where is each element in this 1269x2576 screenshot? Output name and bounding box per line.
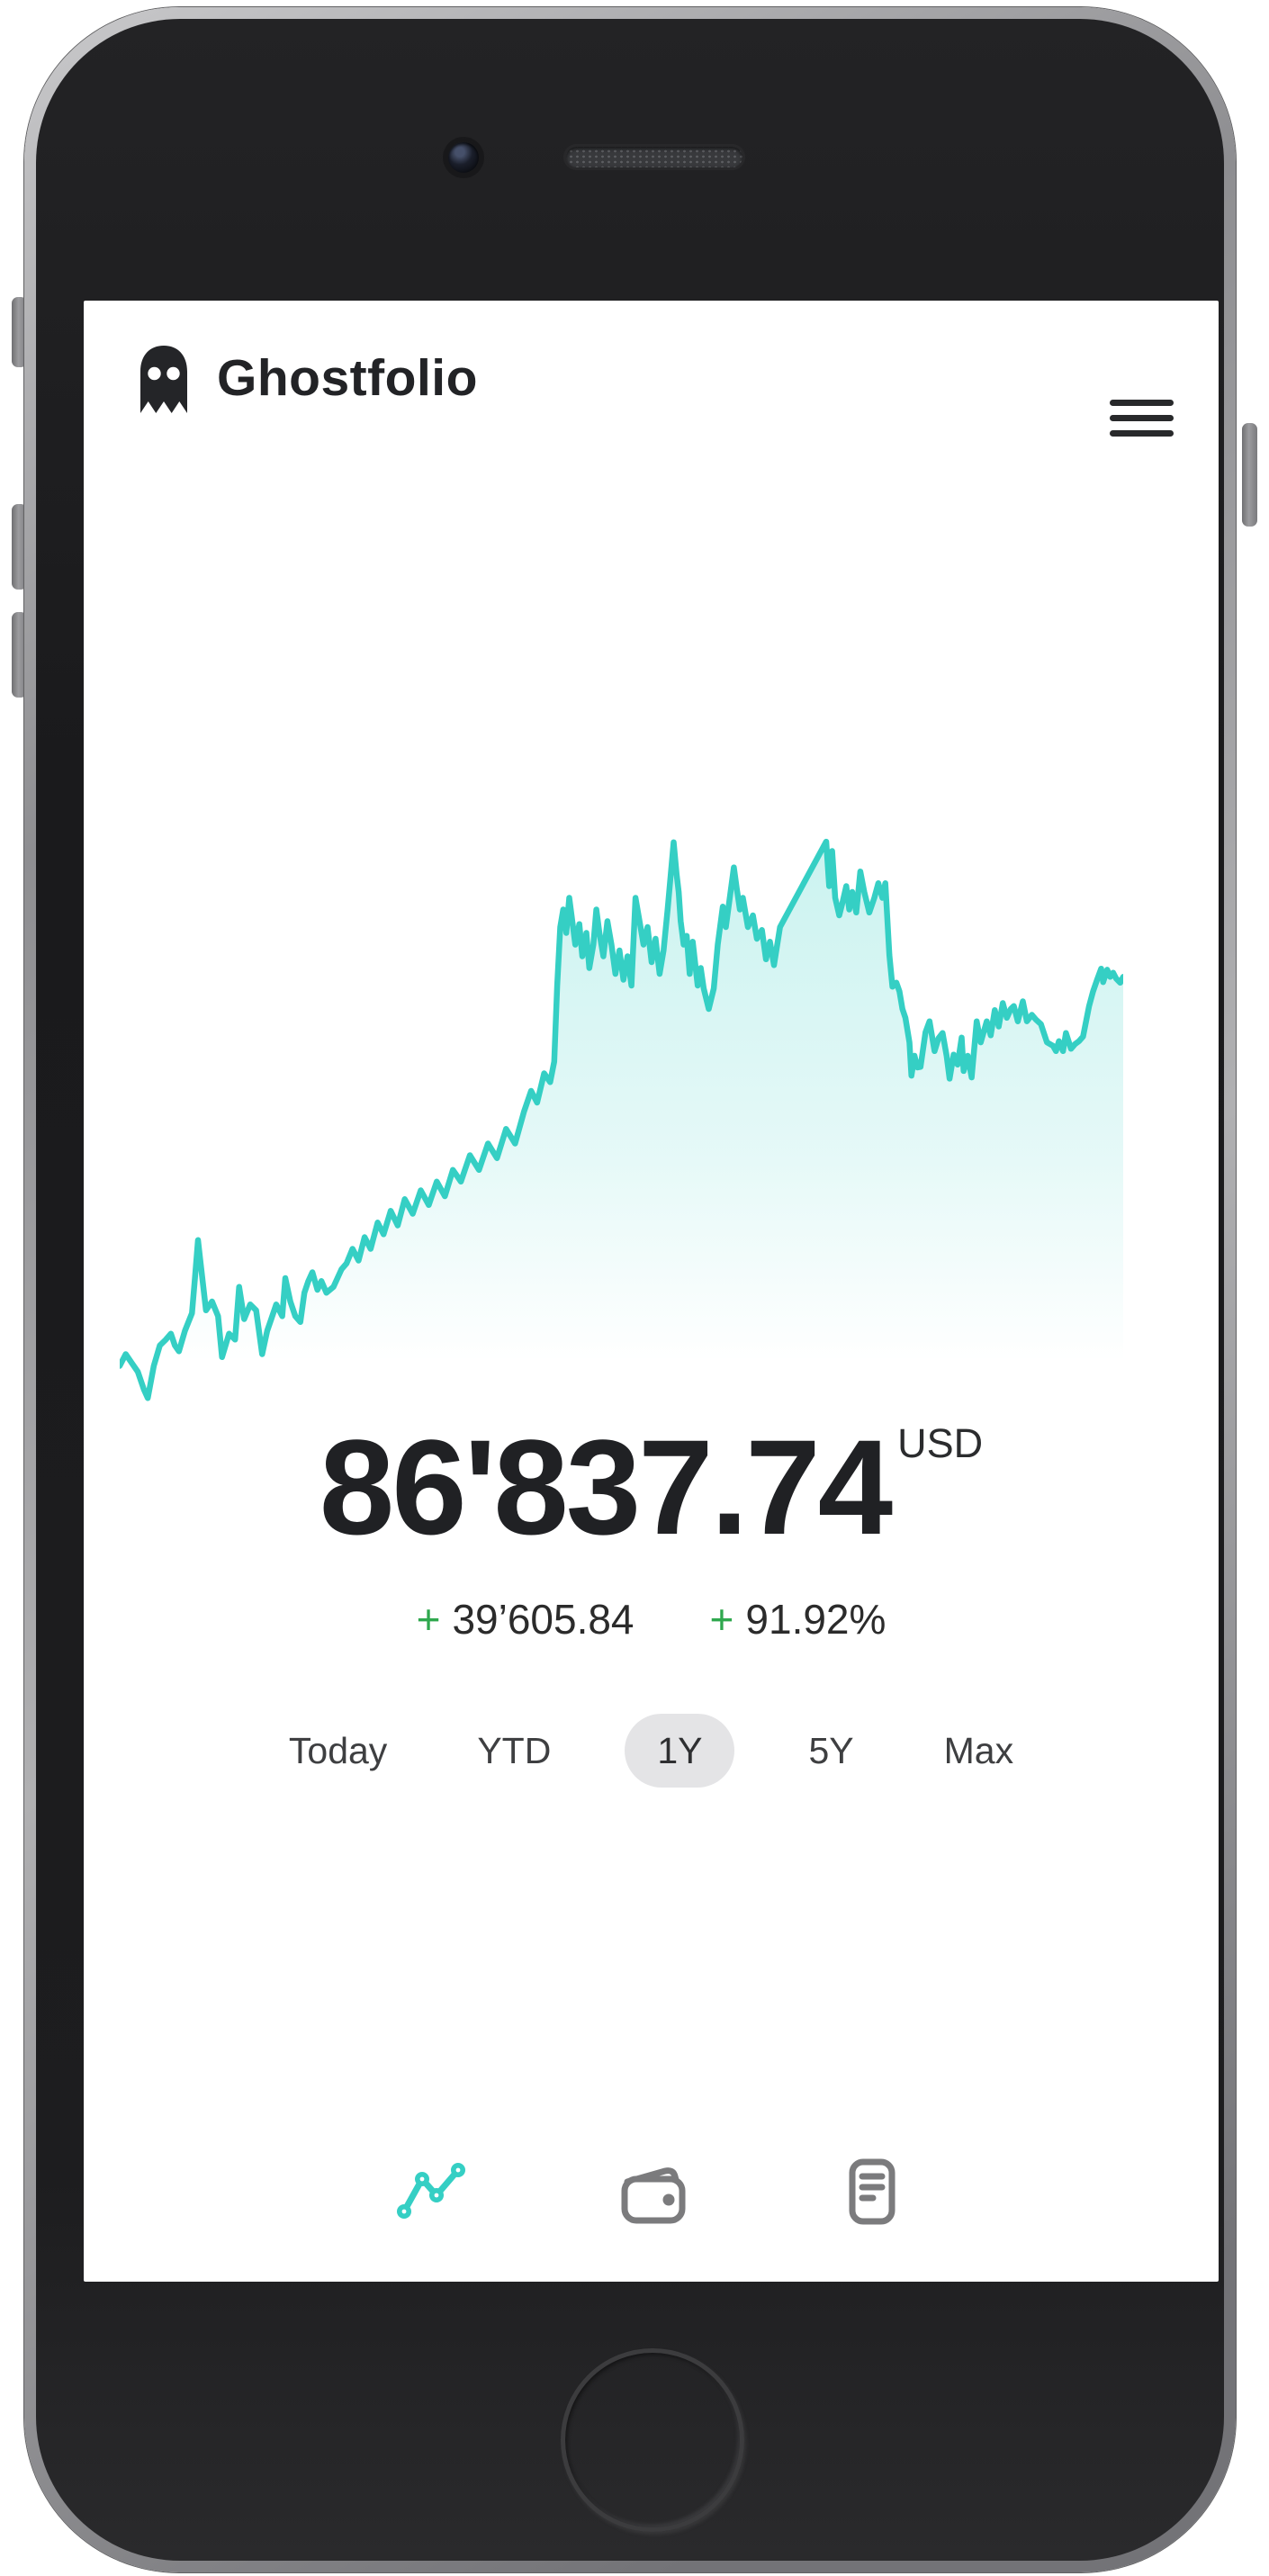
plus-sign: + bbox=[416, 1596, 441, 1643]
app-header: Ghostfolio bbox=[84, 340, 1219, 437]
period-button-today[interactable]: Today bbox=[288, 1730, 388, 1771]
change-absolute-value: 39’605.84 bbox=[452, 1596, 634, 1643]
app-title: Ghostfolio bbox=[217, 349, 478, 407]
front-camera-icon bbox=[448, 142, 479, 173]
period-button-1y[interactable]: 1Y bbox=[625, 1714, 735, 1788]
home-button bbox=[561, 2348, 744, 2532]
change-absolute: + 39’605.84 bbox=[417, 1595, 634, 1644]
volume-up-button bbox=[12, 504, 27, 590]
phone-frame: Ghostfolio bbox=[24, 7, 1236, 2572]
nav-wallet-icon[interactable] bbox=[612, 2154, 691, 2233]
portfolio-value-row: 86'837.74 USD bbox=[84, 1419, 1219, 1554]
nav-reports-icon[interactable] bbox=[831, 2154, 910, 2233]
period-button-ytd[interactable]: YTD bbox=[477, 1730, 552, 1771]
currency-label: USD bbox=[897, 1420, 984, 1466]
app-screen: Ghostfolio bbox=[84, 301, 1219, 2282]
bottom-navigation bbox=[84, 2154, 1219, 2233]
performance-chart[interactable] bbox=[120, 822, 1123, 1407]
chart-line bbox=[120, 838, 1123, 1401]
earpiece-speaker bbox=[566, 147, 742, 167]
phone-face: Ghostfolio bbox=[36, 19, 1224, 2561]
period-button-5y[interactable]: 5Y bbox=[808, 1730, 854, 1771]
period-selector: Today YTD 1Y 5Y Max bbox=[84, 1714, 1219, 1788]
power-button bbox=[1242, 423, 1257, 527]
hamburger-menu-icon[interactable] bbox=[1110, 400, 1174, 437]
volume-down-button bbox=[12, 612, 27, 698]
mute-switch bbox=[12, 297, 27, 367]
change-row: + 39’605.84 + 91.92% bbox=[84, 1595, 1219, 1644]
ghost-icon bbox=[135, 341, 193, 415]
portfolio-value: 86'837.74 bbox=[319, 1411, 893, 1563]
change-percent-value: 91.92% bbox=[745, 1596, 886, 1643]
nav-performance-chart-icon[interactable] bbox=[393, 2154, 472, 2233]
plus-sign: + bbox=[709, 1596, 734, 1643]
period-button-max[interactable]: Max bbox=[943, 1730, 1014, 1771]
chart-area-fill bbox=[120, 842, 1123, 1407]
change-percent: + 91.92% bbox=[710, 1595, 886, 1644]
